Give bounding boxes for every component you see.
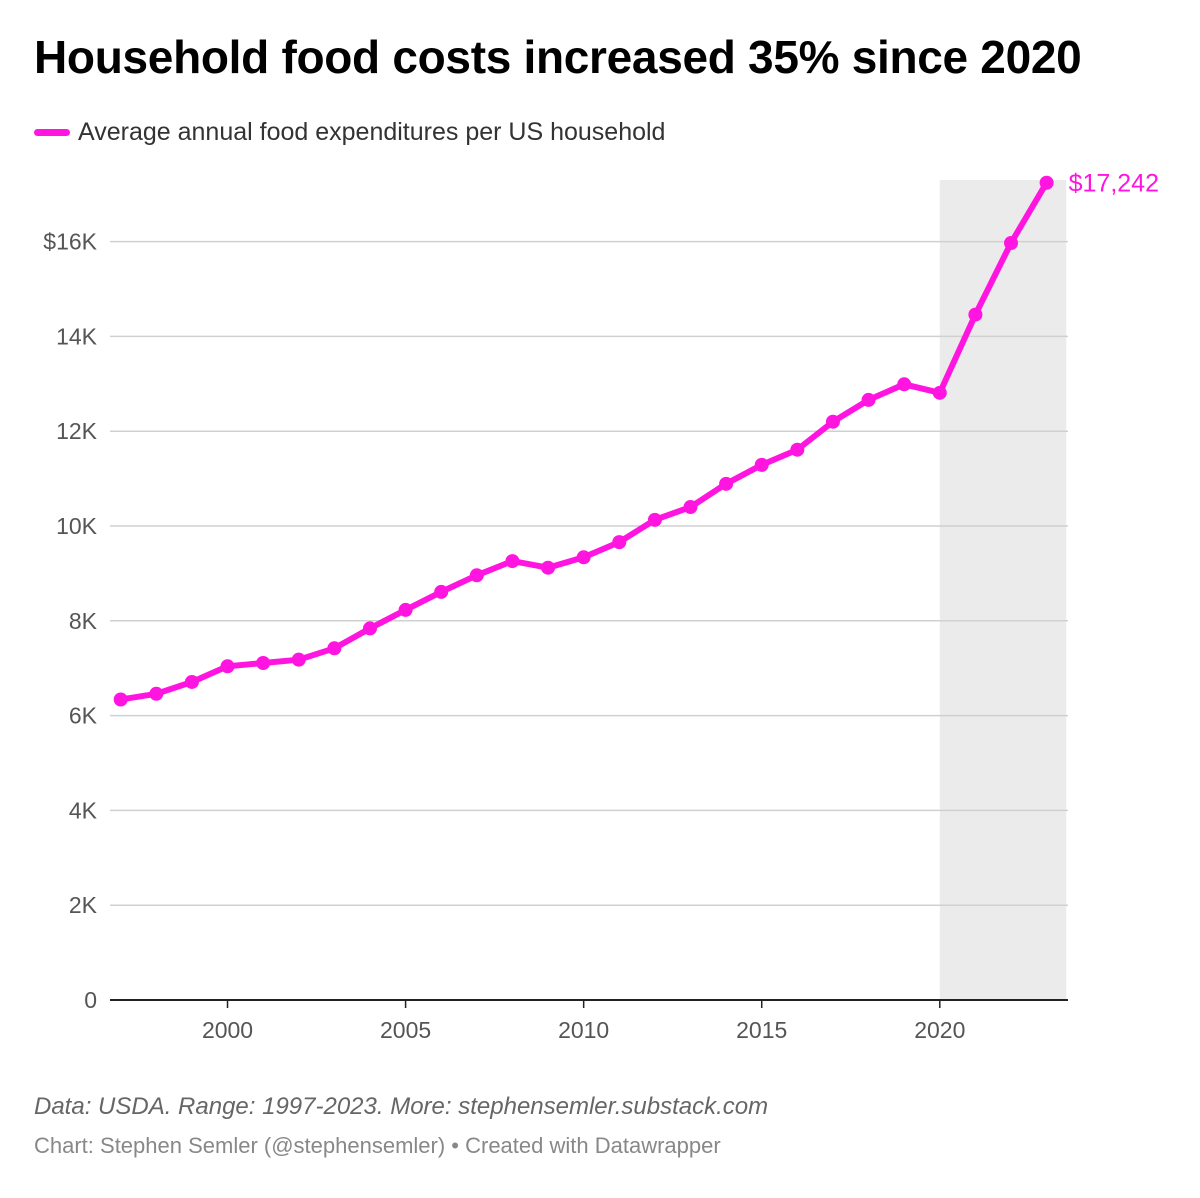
- data-point-2004: [362, 621, 377, 636]
- y-tick-label-16000: $16K: [43, 229, 97, 255]
- y-tick-label-4000: 4K: [69, 797, 98, 823]
- x-tick-label-2020: 2020: [914, 1017, 965, 1043]
- y-tick-label-6000: 6K: [69, 703, 98, 729]
- legend: Average annual food expenditures per US …: [34, 118, 665, 147]
- data-point-2013: [683, 500, 698, 515]
- footer-source: Data: USDA. Range: 1997-2023. More: step…: [34, 1093, 769, 1120]
- data-point-2003: [327, 641, 342, 656]
- highlight-band-2020-2023: [939, 180, 1067, 1000]
- data-point-2011: [612, 535, 627, 550]
- y-tick-label-10000: 10K: [56, 513, 98, 539]
- x-tick-label-2005: 2005: [380, 1017, 431, 1043]
- data-point-2008: [505, 554, 520, 569]
- x-tick-label-2000: 2000: [202, 1017, 253, 1043]
- data-point-2009: [541, 560, 556, 575]
- x-tick-label-2015: 2015: [736, 1017, 787, 1043]
- y-tick-label-8000: 8K: [69, 608, 98, 634]
- data-point-1999: [184, 674, 199, 689]
- x-tick-label-2010: 2010: [558, 1017, 609, 1043]
- legend-label: Average annual food expenditures per US …: [78, 118, 666, 146]
- legend-swatch: [34, 129, 70, 136]
- y-tick-label-14000: 14K: [56, 323, 98, 349]
- data-point-2014: [719, 476, 734, 491]
- data-point-2023: [1039, 175, 1054, 190]
- data-point-1997: [113, 692, 128, 707]
- footer-credit: Chart: Stephen Semler (@stephensemler) •…: [34, 1133, 721, 1158]
- data-point-2016: [790, 442, 805, 457]
- data-point-2012: [647, 512, 662, 527]
- data-point-2020: [932, 385, 947, 400]
- data-point-2006: [434, 584, 449, 599]
- y-tick-label-0: 0: [84, 987, 97, 1013]
- series-line: [117, 179, 1050, 703]
- data-point-2000: [220, 659, 235, 674]
- chart-title: Household food costs increased 35% since…: [34, 31, 1082, 83]
- data-point-1998: [149, 686, 164, 701]
- y-tick-label-12000: 12K: [56, 418, 98, 444]
- end-value-label: $17,242: [1069, 170, 1159, 198]
- data-point-2015: [754, 457, 769, 472]
- y-tick-label-2000: 2K: [69, 892, 98, 918]
- data-point-2018: [861, 392, 876, 407]
- data-point-2022: [1004, 236, 1019, 251]
- data-point-2002: [291, 652, 306, 667]
- data-point-2001: [256, 655, 271, 670]
- data-point-2017: [825, 414, 840, 429]
- data-point-2010: [576, 550, 591, 565]
- data-point-2019: [897, 377, 912, 392]
- data-point-2021: [968, 307, 983, 322]
- data-point-2007: [469, 568, 484, 583]
- data-point-2005: [398, 602, 413, 617]
